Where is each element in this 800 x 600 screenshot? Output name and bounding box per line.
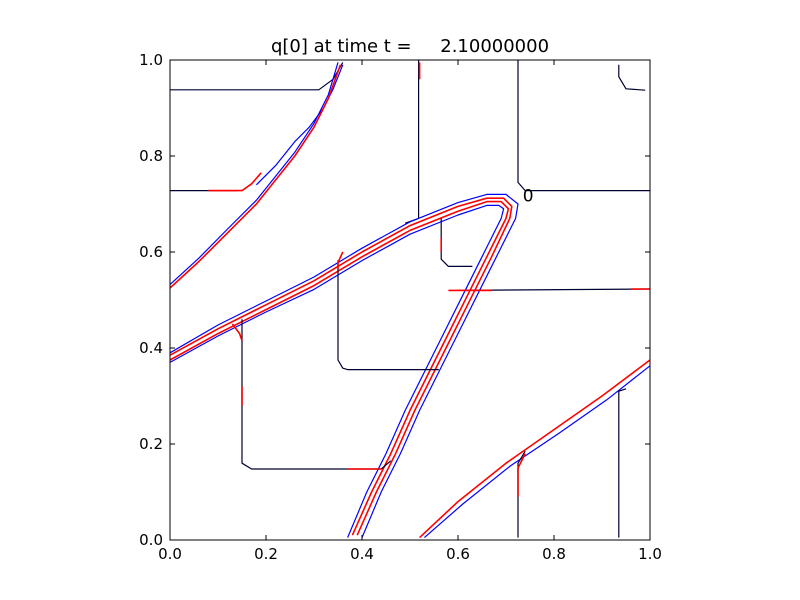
contour-line-navy-8 <box>517 60 650 192</box>
y-tick-label: 0.8 <box>139 147 163 165</box>
y-tick-label: 0.0 <box>139 531 163 549</box>
contour-line-red-4 <box>169 64 342 289</box>
contour-line-navy-16 <box>241 319 392 470</box>
contour-line-blue-3 <box>255 64 344 186</box>
contour-line-red-10 <box>169 200 510 536</box>
y-tick-label: 0.6 <box>139 243 163 261</box>
contour-line-red-15 <box>337 251 344 269</box>
contour-line-red-28 <box>517 453 526 497</box>
y-tick-label: 1.0 <box>139 51 163 69</box>
x-tick-label: 0.0 <box>158 545 182 563</box>
x-tick-label: 0.4 <box>350 545 374 563</box>
contour-line-blue-26 <box>424 365 651 539</box>
contour-line-red-11 <box>169 197 513 536</box>
x-tick-label: 0.2 <box>254 545 278 563</box>
contour-line-red-25 <box>419 359 651 539</box>
contour-line-red-17 <box>231 323 243 342</box>
contour-level-label: 0 <box>523 187 534 207</box>
contour-line-blue-13 <box>169 193 519 538</box>
contour-line-blue-5 <box>169 62 339 286</box>
x-tick-label: 0.8 <box>542 545 566 563</box>
x-tick-label: 0.6 <box>446 545 470 563</box>
contour-line-navy-9 <box>618 64 646 91</box>
y-tick-label: 0.4 <box>139 339 163 357</box>
x-tick-label: 1.0 <box>638 545 662 563</box>
annotations: 0 <box>523 187 534 207</box>
contour-lines <box>169 60 651 539</box>
x-axis: 0.0 0.2 0.4 0.6 0.8 1.0 <box>158 60 662 563</box>
contour-line-navy-29 <box>618 388 627 538</box>
chart-title: q[0] at time t = 2.10000000 <box>271 36 549 57</box>
contour-line-navy-27 <box>517 450 526 538</box>
contour-line-red-2 <box>208 172 262 192</box>
contour-line-blue-12 <box>169 204 505 538</box>
axes-frame <box>169 59 651 541</box>
y-axis: 0.0 0.2 0.4 0.6 0.8 1.0 <box>139 51 650 549</box>
y-tick-label: 0.2 <box>139 435 163 453</box>
